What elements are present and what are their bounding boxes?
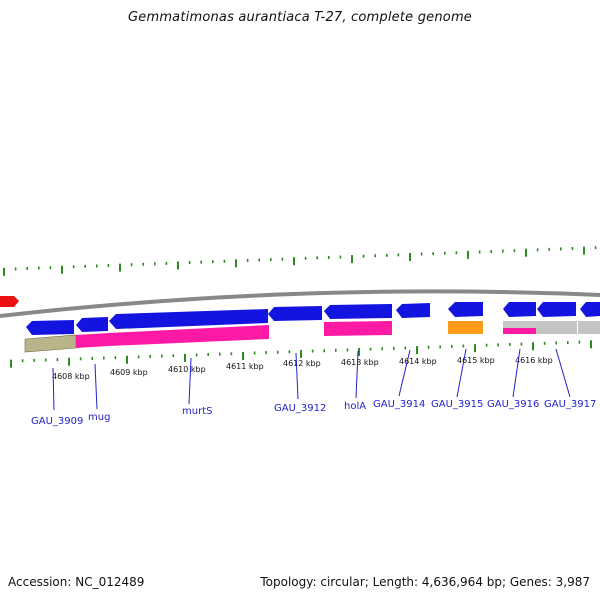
kbp-label-4610: 4610 kbp <box>168 365 206 374</box>
leader-mug <box>94 363 98 410</box>
gene-label-gau3912[interactable]: GAU_3912 <box>274 403 326 414</box>
kbp-label-4614: 4614 kbp <box>399 357 437 366</box>
genome-summary-label: Topology: circular; Length: 4,636,964 bp… <box>260 575 590 589</box>
gene-arrow-gau3914[interactable] <box>396 303 430 318</box>
gene-leader-lines <box>52 348 571 411</box>
gene-label-gau3915[interactable]: GAU_3915 <box>431 399 483 410</box>
leader-hola <box>355 350 359 399</box>
outer-tick-row <box>3 246 597 276</box>
gene-arrow-gau3917[interactable] <box>537 302 576 317</box>
kbp-label-4615: 4615 kbp <box>457 356 495 365</box>
accession-label: Accession: NC_012489 <box>8 575 145 589</box>
category-strand <box>24 321 600 353</box>
category-box-hola[interactable] <box>324 321 392 336</box>
leader-gau3916 <box>512 348 521 398</box>
gene-arrow-gau3915[interactable] <box>448 302 483 317</box>
category-box-mug[interactable] <box>76 333 109 348</box>
red-feature-marker[interactable] <box>0 296 19 307</box>
kbp-label-4608: 4608 kbp <box>52 372 90 381</box>
category-box-next[interactable] <box>578 321 600 334</box>
gene-label-gau3909[interactable]: GAU_3909 <box>31 416 83 427</box>
category-box-gau3909[interactable] <box>24 334 77 353</box>
inner-tick-row <box>10 340 592 368</box>
gene-arrow-hola[interactable] <box>324 304 392 319</box>
kbp-label-4613: 4613 kbp <box>341 358 379 367</box>
gene-arrow-gau3912[interactable] <box>268 306 322 321</box>
leader-gau3917 <box>555 348 571 398</box>
leader-gau3915 <box>456 348 467 398</box>
category-box-gau3915[interactable] <box>448 321 483 334</box>
gene-label-mug[interactable]: mug <box>88 412 110 423</box>
gene-label-gau3916[interactable]: GAU_3916 <box>487 399 539 410</box>
gene-label-murts[interactable]: murtS <box>182 406 212 417</box>
gene-arrow-gau3909[interactable] <box>26 320 74 335</box>
kbp-label-4616: 4616 kbp <box>515 356 553 365</box>
leader-gau3909 <box>52 367 55 411</box>
kbp-label-4611: 4611 kbp <box>226 362 264 371</box>
forward-strand <box>26 302 600 335</box>
category-box-gau3917[interactable] <box>536 321 577 334</box>
leader-gau3914 <box>398 349 411 397</box>
kbp-label-4612: 4612 kbp <box>283 359 321 368</box>
genome-backbone <box>0 289 600 318</box>
kbp-label-4609: 4609 kbp <box>110 368 148 377</box>
gene-arrow-mug[interactable] <box>76 317 108 332</box>
gene-arrow-next[interactable] <box>580 302 600 317</box>
gene-label-hola[interactable]: holA <box>344 401 366 412</box>
gene-label-gau3917[interactable]: GAU_3917 <box>544 399 596 410</box>
map-title: Gemmatimonas aurantiaca T-27, complete g… <box>127 10 473 25</box>
gene-arrow-murts[interactable] <box>109 309 268 329</box>
category-box-gau3916-b[interactable] <box>503 328 536 334</box>
leader-gau3912 <box>295 352 299 400</box>
gene-arrow-gau3916[interactable] <box>503 302 536 317</box>
category-box-murts[interactable] <box>109 325 269 346</box>
leader-murts <box>188 357 192 405</box>
kbp-labels: 4608 kbp 4609 kbp 4610 kbp 4611 kbp 4612… <box>52 356 553 381</box>
gene-label-gau3914[interactable]: GAU_3914 <box>373 399 425 410</box>
gene-labels: GAU_3909 mug murtS GAU_3912 holA GAU_391… <box>31 399 596 427</box>
